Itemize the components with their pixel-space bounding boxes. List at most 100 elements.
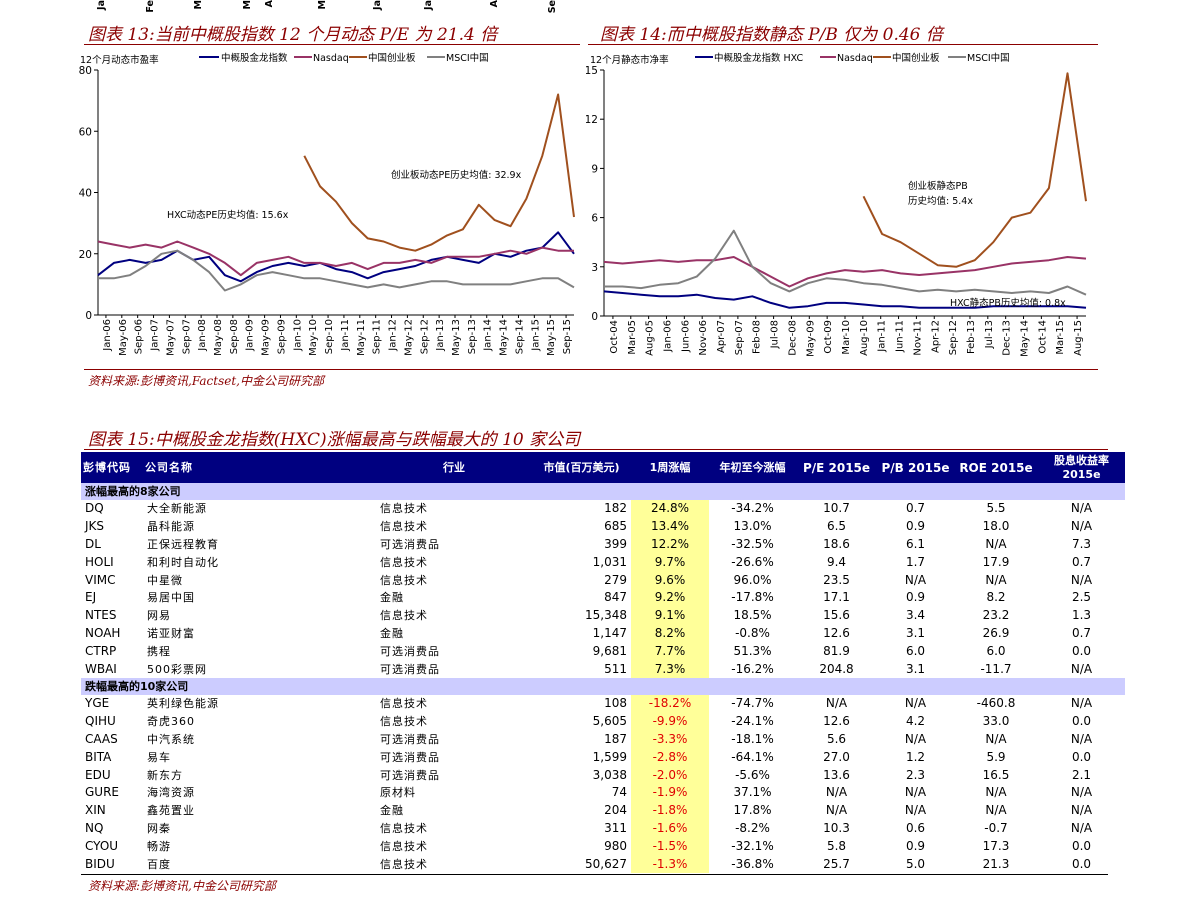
group-row-gainers: 涨幅最高的8家公司 [81, 483, 1125, 500]
cell-roe: 18.0 [982, 519, 1010, 534]
cell-pe: 13.6 [823, 767, 850, 782]
x-tick-label: Apr-12 [930, 320, 941, 353]
cell-ytd-change: -5.6% [735, 767, 770, 782]
table-row: EJ 易居中国 金融 847 9.2% -17.8% 17.1 0.9 8.2 2.5 [81, 588, 1125, 607]
series-line [603, 290, 1087, 309]
x-tick-label: May-12 [403, 319, 414, 356]
group-label: 涨幅最高的8家公司 [81, 483, 1125, 500]
x-tick-label: May-06 [118, 319, 129, 356]
cell-ticker: JKS [85, 519, 105, 534]
table-row: CTRP 携程 可选消费品 9,681 7.7% 51.3% 81.9 6.0 6.0 0.0 [81, 642, 1125, 661]
legend-nasdaq: Nasdaq [313, 53, 349, 64]
pe-annotation-hxc: HXC动态PE历史均值: 15.6x [167, 209, 289, 221]
cell-ticker: XIN [85, 803, 106, 818]
cell-pe: 17.1 [823, 590, 850, 605]
header-market-cap: 市值(百万美元) [532, 452, 631, 483]
x-tick-label: Sep-15 [562, 319, 573, 354]
cell-dividend-yield: 0.0 [1071, 643, 1092, 658]
x-tick-label: Jun-06 [680, 320, 691, 353]
cell-roe: -11.7 [980, 661, 1012, 676]
series-line [862, 72, 1087, 268]
cell-pb: 0.6 [905, 820, 926, 835]
cell-industry: 信息技术 [380, 821, 428, 835]
y-tick-label: 20 [79, 249, 92, 261]
x-tick-label: Sep-12 [948, 320, 959, 355]
figure-15-title: 图表 15:中概股金龙指数(HXC)涨幅最高与跌幅最大的 10 家公司 [88, 430, 581, 450]
cell-ticker: CAAS [85, 731, 118, 746]
legend-cyb: 中国创业板 [892, 52, 940, 64]
x-tick-label: Sep-08 [229, 319, 240, 354]
x-tick-label: Jul-13 [984, 320, 995, 349]
cell-market-cap: 1,147 [592, 625, 627, 640]
cell-pe: 81.9 [823, 643, 850, 658]
x-tick-label: May-07 [165, 319, 176, 356]
cell-roe: 8.2 [986, 590, 1006, 605]
cell-pb: 3.1 [905, 625, 926, 640]
cell-week-change: -1.8% [631, 801, 709, 820]
y-tick-label: 9 [591, 163, 598, 175]
cell-roe: N/A [985, 803, 1007, 818]
cell-ytd-change: -24.1% [731, 714, 774, 729]
table-row: YGE 英利绿色能源 信息技术 108 -18.2% -74.7% N/A N/A -460.8… [81, 694, 1125, 713]
cell-week-change: -2.8% [631, 748, 709, 767]
cell-pe: 12.6 [823, 714, 850, 729]
cell-company: 奇虎360 [147, 715, 195, 729]
cell-ytd-change: -16.2% [731, 661, 774, 676]
x-tick-label: Aug-15 [1073, 320, 1084, 356]
cell-market-cap: 187 [604, 731, 627, 746]
cell-pe: 204.8 [819, 661, 854, 676]
cell-ytd-change: -26.6% [731, 554, 774, 569]
x-tick-label: Feb-08 [752, 320, 763, 354]
cell-dividend-yield: N/A [1070, 696, 1093, 711]
legend-msci: MSCI中国 [967, 52, 1010, 64]
table-row: JKS 晶科能源 信息技术 685 13.4% 13.0% 6.5 0.9 18.0 N/A [81, 517, 1125, 536]
cell-ytd-change: 13.0% [733, 519, 772, 534]
y-tick-label: 80 [79, 65, 92, 77]
cell-industry: 金融 [380, 626, 404, 640]
cell-dividend-yield: N/A [1070, 572, 1093, 587]
cell-pe: 9.4 [826, 554, 847, 569]
figure-14-rule [588, 44, 1098, 45]
cell-dividend-yield: N/A [1070, 820, 1093, 835]
charts-source: 资料来源:彭博资讯,Factset,中金公司研究部 [88, 374, 324, 388]
x-tick-label: May-14 [1020, 320, 1031, 357]
figure-15-rule [84, 449, 1108, 450]
cut-tick-label: Ja [372, 0, 383, 11]
legend-msci: MSCI中国 [446, 52, 489, 64]
cell-ticker: QIHU [85, 714, 116, 729]
header-ticker: 彭博代码 [81, 452, 143, 483]
cell-pb: 5.0 [905, 856, 926, 871]
cell-dividend-yield: 2.1 [1071, 767, 1092, 782]
cell-dividend-yield: 1.3 [1071, 608, 1092, 623]
y-tick-label: 0 [85, 310, 92, 322]
figure-14-title: 图表 14:而中概股指数静态 P/B 仅为 0.46 倍 [600, 25, 943, 45]
y-tick-label: 60 [79, 126, 92, 138]
table-row: BIDU 百度 信息技术 50,627 -1.3% -36.8% 25.7 5.0 21.3 0.… [81, 855, 1125, 873]
cell-pb: 0.9 [905, 838, 926, 853]
cell-market-cap: 311 [604, 820, 627, 835]
cell-dividend-yield: N/A [1070, 731, 1093, 746]
cell-pb: 1.7 [905, 554, 926, 569]
cell-company: 中星微 [147, 573, 183, 587]
cell-company: 百度 [147, 857, 171, 871]
table-body: 涨幅最高的8家公司 DQ 大全新能源 信息技术 182 24.8% -34.2% 10.7 0.… [81, 483, 1125, 873]
cell-company: 携程 [147, 644, 171, 658]
cell-week-change: -1.5% [631, 837, 709, 856]
cell-pe: 10.3 [823, 820, 850, 835]
cell-dividend-yield: N/A [1070, 785, 1093, 800]
legend-nasdaq: Nasdaq [837, 53, 873, 64]
cell-industry: 可选消费品 [380, 768, 440, 782]
cell-market-cap: 108 [604, 696, 627, 711]
cell-ytd-change: -74.7% [731, 696, 774, 711]
cell-ticker: DL [85, 536, 101, 551]
table-header-row: 彭博代码 公司名称 行业 市值(百万美元) 1周涨幅 年初至今涨幅 P/E 20… [81, 452, 1125, 483]
y-tick-label: 3 [591, 262, 598, 274]
cell-industry: 可选消费品 [380, 644, 440, 658]
pb-annotation-hxc: HXC静态PB历史均值: 0.8x [950, 297, 1066, 309]
cell-company: 易车 [147, 750, 171, 764]
table-row: WBAI 500彩票网 可选消费品 511 7.3% -16.2% 204.8 3.1 -11.… [81, 660, 1125, 678]
cell-ytd-change: -34.2% [731, 501, 774, 516]
pe-chart-legend: 中概股金龙指数 Nasdaq 中国创业板 MSCI中国 [199, 52, 489, 64]
cell-pe: 18.6 [823, 536, 850, 551]
header-roe: ROE 2015e [954, 452, 1038, 483]
